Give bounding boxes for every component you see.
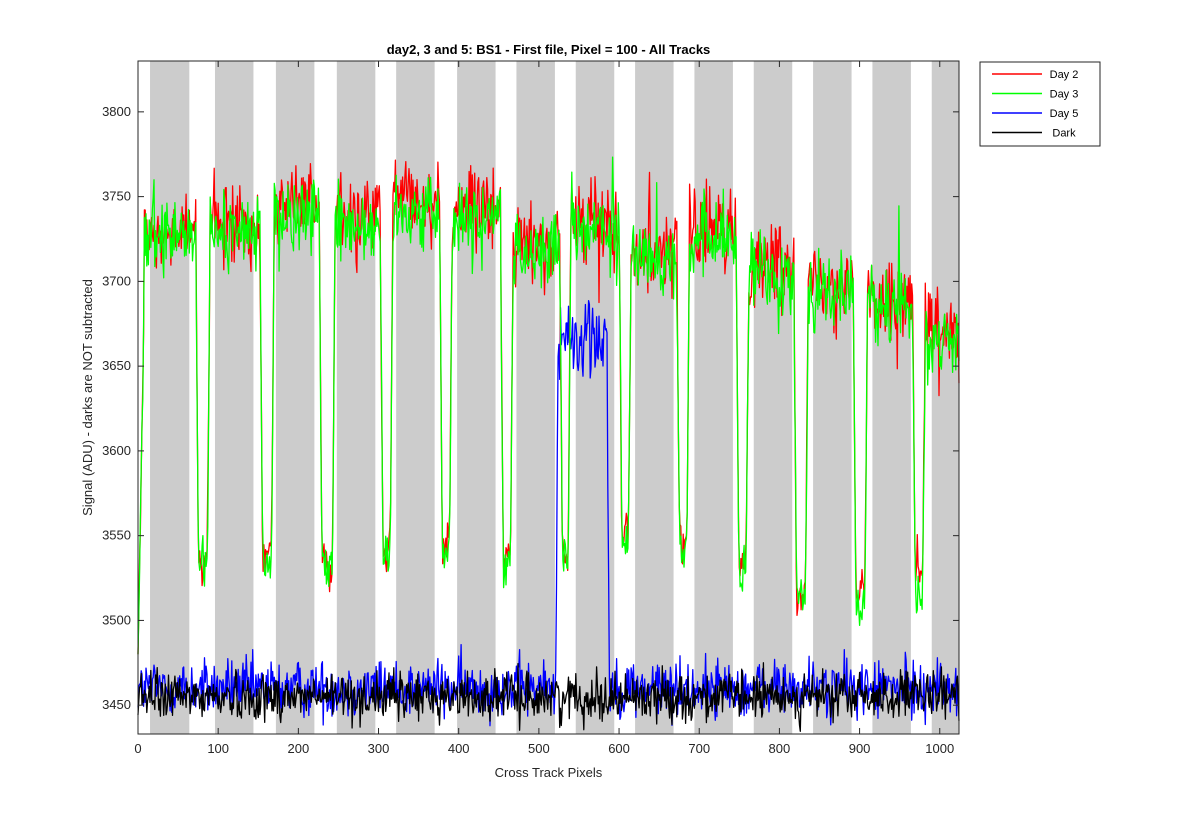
y-tick-label: 3450 bbox=[102, 697, 131, 712]
shaded-band-3 bbox=[275, 61, 315, 734]
y-axis-label: Signal (ADU) - darks are NOT subtracted bbox=[80, 279, 95, 516]
x-axis-ticks: 0 100 200 300 400 500 600 700 800 900 1000 bbox=[134, 61, 954, 756]
chart-title: day2, 3 and 5: BS1 - First file, Pixel =… bbox=[387, 42, 711, 57]
series-line-dark bbox=[137, 662, 960, 732]
x-tick-label: 0 bbox=[134, 741, 141, 756]
shaded-bands bbox=[150, 61, 959, 734]
shaded-band-13 bbox=[872, 61, 911, 734]
shaded-band-7 bbox=[516, 61, 555, 734]
shaded-band-9 bbox=[635, 61, 674, 734]
y-tick-label: 3500 bbox=[102, 612, 131, 627]
x-tick-label: 200 bbox=[288, 741, 310, 756]
shaded-band-6 bbox=[457, 61, 496, 734]
legend-entry-label: Dark bbox=[1052, 128, 1076, 140]
y-tick-label: 3700 bbox=[102, 273, 131, 288]
x-tick-label: 1000 bbox=[925, 741, 954, 756]
x-tick-label: 600 bbox=[608, 741, 630, 756]
x-tick-label: 800 bbox=[769, 741, 791, 756]
shaded-band-2 bbox=[214, 61, 254, 734]
shaded-band-14 bbox=[931, 61, 959, 734]
shaded-band-5 bbox=[396, 61, 435, 734]
x-axis-label: Cross Track Pixels bbox=[495, 765, 603, 780]
shaded-band-10 bbox=[694, 61, 733, 734]
x-tick-label: 400 bbox=[448, 741, 470, 756]
x-tick-label: 700 bbox=[688, 741, 710, 756]
legend-entry-label: Day 3 bbox=[1050, 89, 1079, 101]
shaded-band-12 bbox=[813, 61, 852, 734]
y-tick-label: 3800 bbox=[102, 104, 131, 119]
series-layer bbox=[137, 156, 960, 732]
plot-frame bbox=[137, 60, 960, 735]
legend-entry-label: Day 5 bbox=[1050, 108, 1079, 120]
x-tick-label: 300 bbox=[368, 741, 390, 756]
shaded-band-1 bbox=[150, 61, 190, 734]
y-tick-label: 3550 bbox=[102, 528, 131, 543]
x-tick-label: 900 bbox=[849, 741, 871, 756]
legend-entry-label: Day 2 bbox=[1050, 69, 1079, 81]
x-tick-label: 500 bbox=[528, 741, 550, 756]
legend: Day 2 Day 3 Day 5 Dark bbox=[979, 61, 1101, 147]
y-tick-label: 3650 bbox=[102, 358, 131, 373]
shaded-band-11 bbox=[753, 61, 793, 734]
series-line-day-3 bbox=[137, 156, 960, 655]
x-tick-label: 100 bbox=[207, 741, 229, 756]
shaded-band-4 bbox=[336, 61, 376, 734]
y-tick-label: 3600 bbox=[102, 443, 131, 458]
y-tick-label: 3750 bbox=[102, 189, 131, 204]
y-axis-ticks: 3450 3500 3550 3600 3650 3700 3750 3800 bbox=[102, 104, 959, 712]
